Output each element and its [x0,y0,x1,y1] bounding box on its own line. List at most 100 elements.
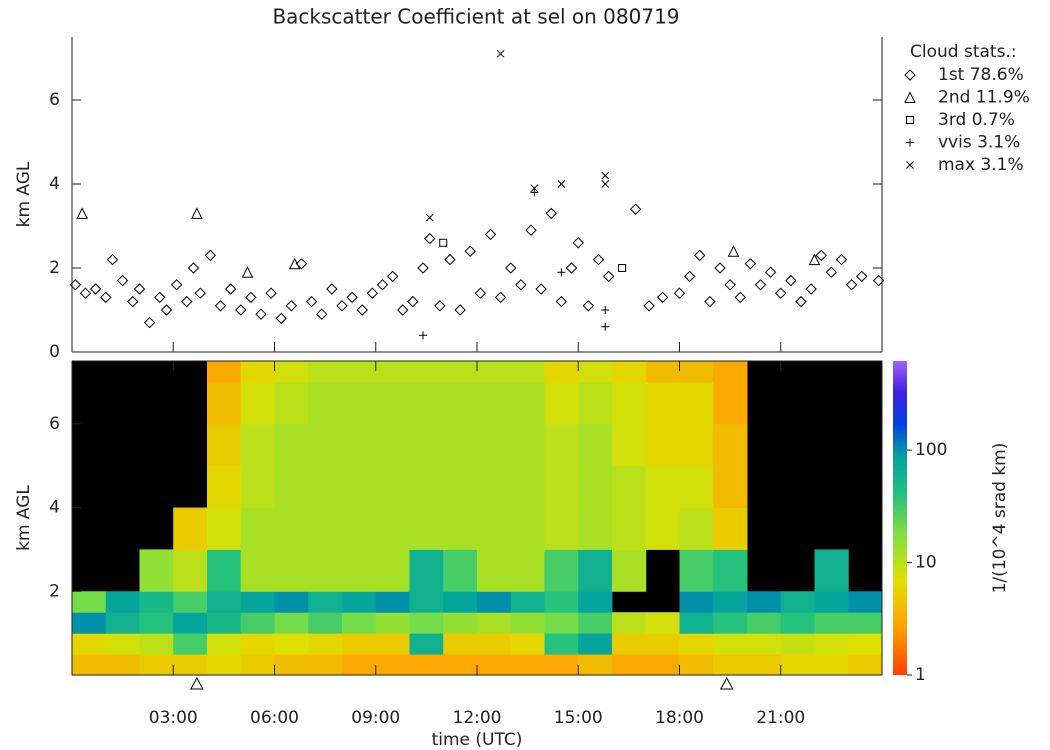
heat-cell [308,507,343,550]
heat-cell [645,423,680,467]
heat-cell [173,549,208,592]
heat-cell [544,654,579,676]
heat-cell [679,633,714,655]
marker-diamond [754,279,767,291]
heat-cell [713,423,748,467]
heat-cell [207,612,242,634]
heat-cell [375,361,410,383]
heat-cell [713,465,748,509]
heat-cell [375,465,410,509]
heat-cell [139,591,174,613]
marker-diamond [194,287,206,299]
heat-cell [308,549,343,592]
heat-cell [544,465,579,509]
heat-cell [342,465,377,509]
marker-diamond [154,291,166,304]
heat-cell [747,654,782,676]
heat-cell [409,633,444,655]
marker-square [906,116,914,124]
marker-triangle [76,207,88,219]
heat-cell [578,612,613,634]
heat-cell [409,591,444,613]
y-tick-label: 6 [49,90,60,110]
marker-diamond [275,312,287,325]
y-tick-label: 0 [49,342,60,362]
heat-cell [477,507,512,550]
marker-diamond [407,295,419,308]
heat-cell [780,654,815,676]
heat-cell [443,633,478,655]
x-tick-label: 09:00 [351,708,400,728]
heat-cell [578,507,613,550]
marker-diamond [434,300,446,312]
heat-cell [848,654,883,676]
x-axis-label: time (UTC) [432,730,523,750]
marker-diamond [724,279,736,291]
heat-cell [274,507,309,550]
marker-diamond [106,253,119,266]
heat-cell [274,549,309,592]
x-tick-label: 18:00 [655,708,704,728]
colorbar-tick-label: 100 [915,440,947,460]
marker-square [439,238,448,247]
heat-cell [679,381,714,425]
heat-cell [544,361,579,383]
heat-cell [207,507,242,550]
heat-cell [240,465,275,509]
colorbar-tick-label: 10 [915,553,937,573]
heat-cell [612,423,647,467]
heat-cell [477,591,512,613]
heat-cell [342,381,377,425]
marker-diamond [397,304,409,316]
marker-triangle [808,253,821,266]
marker-diamond [316,308,328,320]
heat-cell [274,633,309,655]
marker-diamond [494,291,507,304]
marker-diamond [704,295,716,308]
marker-diamond [734,291,746,304]
heat-cell [274,423,309,467]
marker-cross [601,171,610,180]
heat-cell [409,361,444,383]
heat-cell [342,361,377,383]
marker-diamond [474,287,487,299]
heat-cell [105,612,140,634]
heat-cell [612,549,647,592]
heat-cell [207,465,242,509]
heat-cell [510,507,545,550]
marker-diamond [160,304,173,316]
marker-diamond [424,232,436,245]
heat-cell [780,612,815,634]
marker-diamond [505,262,517,274]
heat-cell [477,465,512,509]
x-tick-label: 12:00 [453,708,502,728]
heat-cell [207,591,242,613]
legend-label: 1st 78.6% [938,65,1024,85]
marker-diamond [346,291,358,304]
marker-diamond [572,237,584,249]
marker-diamond [904,69,916,81]
heat-cell [612,633,647,655]
heat-cell [308,633,343,655]
y-tick-label: 2 [49,258,60,278]
marker-diamond [386,270,399,283]
heat-cell [240,361,275,383]
marker-diamond [629,203,642,215]
heat-cell [375,381,410,425]
heat-cell [308,423,343,467]
heat-cell [544,507,579,550]
marker-diamond [825,266,838,278]
heat-cell [679,423,714,467]
heat-cell [510,423,545,467]
heat-cell [105,633,140,655]
marker-diamond [224,283,237,295]
heat-cell [240,612,275,634]
heat-cell [173,507,208,550]
marker-cross [496,49,505,58]
heat-cell [578,633,613,655]
heat-cell [308,361,343,383]
heat-cell [578,591,613,613]
marker-diamond [795,295,807,308]
heat-cell [713,549,748,592]
